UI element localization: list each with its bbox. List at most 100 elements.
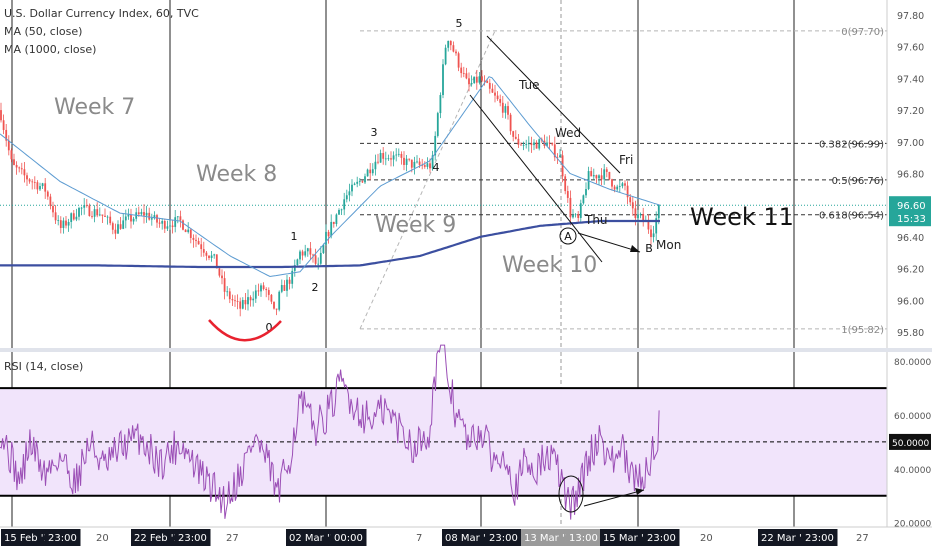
candle-body: [96, 209, 99, 216]
candle-body: [309, 248, 312, 255]
candle-body: [158, 222, 161, 224]
candle-body: [119, 224, 122, 229]
candle-body: [322, 244, 325, 253]
candle-body: [371, 169, 374, 174]
candle-body: [171, 225, 174, 227]
rsi-value-badge: [889, 433, 931, 450]
candle-body: [54, 212, 57, 221]
candle-body: [234, 300, 236, 302]
price-tick-label: 96.00: [897, 296, 924, 307]
ma-1000-legend: MA (1000, close): [4, 43, 96, 56]
wave-label: B: [645, 242, 653, 255]
candle-body: [621, 183, 624, 187]
candle-body: [530, 143, 533, 146]
candle-body: [226, 291, 229, 293]
candle-body: [444, 47, 447, 65]
candle-body: [57, 220, 60, 221]
candle-body: [286, 279, 288, 291]
price-tick-label: 97.80: [897, 11, 924, 22]
candle-body: [577, 214, 580, 218]
candle-body: [616, 186, 619, 190]
candle-body: [556, 157, 559, 159]
rsi-pane[interactable]: 80.0000 60.0000 40.0000 20.0000 50.0000: [0, 344, 932, 530]
candle-body: [600, 175, 603, 180]
price-tick-label: 97.00: [897, 138, 924, 149]
candle-body: [88, 205, 91, 217]
candle-body: [299, 251, 301, 260]
candle-body: [504, 106, 507, 113]
candle-body: [460, 67, 463, 74]
time-tick-label: 23:00: [178, 533, 207, 544]
candle-body: [208, 255, 210, 258]
candle-body: [98, 214, 101, 216]
candle-body: [587, 171, 590, 190]
candle-body: [262, 285, 265, 290]
candle-body: [481, 76, 483, 81]
time-tick-label: 23:00: [805, 533, 834, 544]
candle-body: [491, 88, 494, 93]
candle-body: [345, 195, 348, 200]
candle-body: [455, 51, 457, 54]
candle-body: [488, 82, 491, 89]
candle-body: [538, 139, 541, 149]
time-tick-label: 23:00: [647, 533, 676, 544]
candle-body: [579, 203, 582, 218]
candle-body: [340, 209, 343, 211]
candle-body: [522, 145, 525, 146]
candle-body: [278, 291, 281, 310]
candle-body: [36, 182, 39, 190]
price-axis-bg[interactable]: [887, 0, 932, 348]
wave-a-circle: [559, 227, 577, 245]
fib-level-label: 0.5(96.76): [832, 176, 884, 187]
rsi-tick-label: 80.0000: [894, 358, 931, 368]
candle-body: [52, 206, 54, 213]
time-tick-label: 13:00: [569, 533, 598, 544]
candle-body: [296, 259, 299, 266]
candle-body: [195, 239, 197, 241]
candle-body: [80, 207, 83, 209]
candle-body: [59, 220, 62, 228]
candle-body: [655, 218, 658, 234]
candle-body: [574, 214, 577, 216]
annotations: Week 7 Week 8 Week 9 Week 10 Week 11 Tue Wed Th…: [54, 17, 794, 342]
candle-body: [182, 220, 184, 230]
candle-body: [361, 181, 364, 183]
time-label-badge: [802, 529, 838, 546]
candle-body: [148, 212, 151, 220]
time-tick-label: 27: [226, 533, 239, 544]
candle-body: [592, 175, 595, 177]
candle-body: [28, 179, 31, 182]
candle-body: [247, 297, 249, 305]
candle-body: [501, 102, 504, 113]
candle-body: [306, 248, 309, 252]
candle-body: [10, 150, 13, 160]
candle-body: [75, 216, 78, 220]
time-tick-label: 23:00: [489, 533, 518, 544]
candle-body: [114, 229, 117, 234]
week-label: Week 8: [196, 162, 277, 187]
candle-body: [400, 153, 403, 158]
candle-body: [348, 191, 351, 196]
pane-divider[interactable]: [0, 348, 932, 352]
candle-body: [166, 226, 169, 229]
candle-body: [312, 254, 314, 256]
time-label-badge: [45, 529, 81, 546]
candle-body: [603, 169, 606, 180]
candle-body: [384, 158, 387, 160]
candle-body: [509, 114, 512, 132]
candle-body: [49, 196, 52, 207]
candle-body: [496, 95, 499, 100]
time-label-badge: [486, 529, 522, 546]
price-axis[interactable]: 97.80 97.60 97.40 97.20 97.00 96.80 96.60 96.40…: [886, 0, 932, 348]
candle-body: [239, 301, 242, 309]
candle-body: [434, 135, 437, 156]
candle-body: [252, 298, 255, 301]
candle-body: [449, 40, 452, 46]
main-pane[interactable]: [0, 0, 887, 348]
wave-label: 4: [433, 161, 440, 174]
rsi-tick-label: 60.0000: [894, 412, 931, 422]
candle-body: [618, 186, 621, 187]
candle-body: [72, 213, 75, 220]
